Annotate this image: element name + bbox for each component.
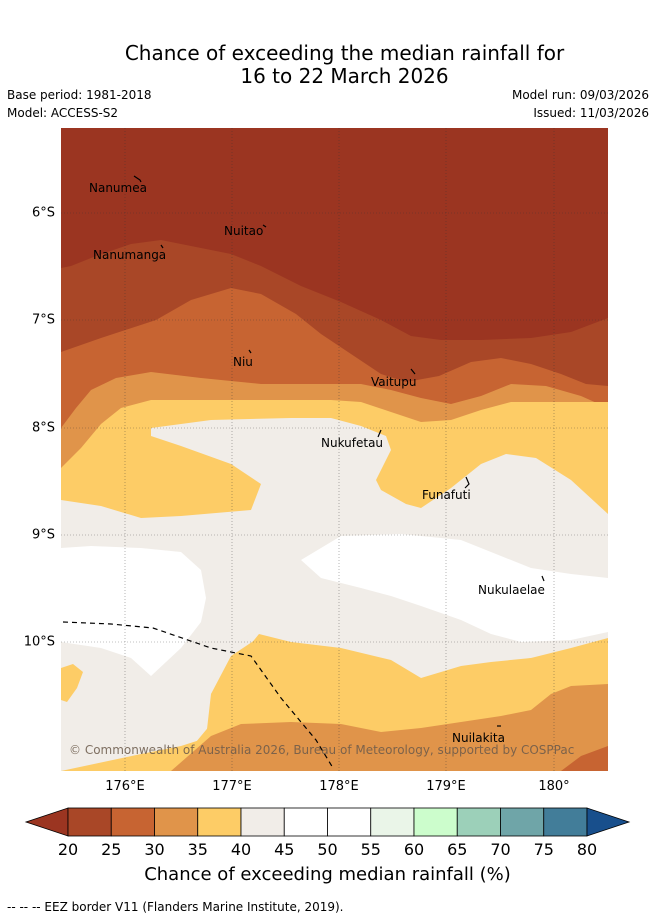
- colorbar-cell: [456, 807, 501, 837]
- nanumea-outline: [133, 175, 142, 183]
- colorbar-cell: [154, 807, 199, 837]
- colorbar-tick-label: 45: [274, 840, 295, 859]
- colorbar-tick-label: 65: [447, 840, 468, 859]
- lat-label-7s: 7°S: [31, 312, 55, 328]
- colorbar-tick-label: 50: [317, 840, 338, 859]
- colorbar-tick-label: 80: [576, 840, 598, 859]
- label-nuilakita: Nuilakita: [452, 731, 505, 745]
- funafuti-outline: [464, 476, 470, 489]
- colorbar-tick-label: 55: [360, 840, 381, 859]
- chart-title-line2: 16 to 22 March 2026: [240, 64, 449, 88]
- colorbar-over-arrow: [586, 807, 631, 837]
- model-name: Model: ACCESS-S2: [7, 106, 119, 120]
- colorbar-cell: [240, 807, 285, 837]
- issued-date: Issued: 11/03/2026: [533, 106, 649, 120]
- colorbar-cell: [67, 807, 112, 837]
- lat-label-10s: 10°S: [23, 634, 55, 650]
- colorbar-cells: [67, 807, 588, 837]
- colorbar-cell: [500, 807, 545, 837]
- map-canvas: Nanumea Nuitao Nanumanga Niu Vaitupu Nuk…: [61, 128, 608, 771]
- lon-label-180: 180°: [538, 779, 570, 794]
- colorbar-cell: [197, 807, 242, 837]
- colorbar-tick-label: 70: [490, 840, 511, 859]
- colorbar-under-arrow: [24, 807, 69, 837]
- colorbar-cell: [413, 807, 458, 837]
- graticule: [61, 128, 608, 771]
- colorbar: [24, 807, 631, 837]
- lat-label-8s: 8°S: [31, 420, 55, 436]
- lon-label-176e: 176°E: [105, 779, 145, 794]
- nanumanga-outline: [160, 244, 164, 249]
- label-nuitao: Nuitao: [224, 224, 263, 238]
- colorbar-title: Chance of exceeding median rainfall (%): [144, 864, 511, 885]
- band-45-55-west: [61, 546, 206, 676]
- nuitao-outline: [262, 224, 267, 228]
- vaitupu-outline: [410, 368, 416, 375]
- base-period: Base period: 1981-2018: [7, 88, 152, 102]
- island-outlines: [133, 175, 545, 727]
- lat-label-9s: 9°S: [31, 527, 55, 543]
- lat-label-6s: 6°S: [31, 205, 55, 221]
- chart-title-line1: Chance of exceeding the median rainfall …: [124, 41, 565, 65]
- rainfall-map: Nanumea Nuitao Nanumanga Niu Vaitupu Nuk…: [61, 128, 608, 771]
- band-25-30-south: [561, 746, 608, 771]
- label-nukufetau: Nukufetau: [321, 436, 383, 450]
- label-nanumanga: Nanumanga: [93, 248, 166, 262]
- label-niu: Niu: [233, 355, 253, 369]
- colorbar-tick-label: 20: [57, 840, 79, 859]
- label-nanumea: Nanumea: [89, 181, 147, 195]
- band-35-40-west-blob: [61, 664, 83, 702]
- model-run: Model run: 09/03/2026: [511, 88, 649, 102]
- colorbar-cell: [327, 807, 372, 837]
- eez-border: [62, 621, 334, 769]
- colorbar-tick-label: 25: [101, 840, 122, 859]
- copyright-notice: © Commonwealth of Australia 2026, Bureau…: [69, 743, 574, 757]
- lon-label-178e: 178°E: [319, 779, 359, 794]
- band-45-55-east: [301, 534, 608, 642]
- colorbar-cell: [110, 807, 155, 837]
- colorbar-tick-label: 40: [230, 840, 252, 859]
- label-nukulaelae: Nukulaelae: [478, 583, 545, 597]
- nukulaelae-outline: [541, 575, 545, 582]
- colorbar-tick-label: 35: [187, 840, 208, 859]
- nukufetau-outline: [377, 429, 382, 438]
- colorbar-cell: [370, 807, 415, 837]
- niu-outline: [248, 349, 252, 354]
- colorbar-cell: [283, 807, 328, 837]
- label-funafuti: Funafuti: [422, 488, 471, 502]
- eez-footnote: -- -- -- EEZ border V11 (Flanders Marine…: [7, 900, 344, 914]
- lon-label-177e: 177°E: [212, 779, 252, 794]
- colorbar-cell: [543, 807, 588, 837]
- label-vaitupu: Vaitupu: [371, 375, 417, 389]
- band-40-45: [61, 418, 608, 771]
- colorbar-tick-label: 30: [144, 840, 165, 859]
- band-30-35-south: [171, 684, 608, 771]
- lon-label-179e: 179°E: [426, 779, 466, 794]
- colorbar-tick-label: 60: [403, 840, 425, 859]
- colorbar-tick-label: 75: [533, 840, 554, 859]
